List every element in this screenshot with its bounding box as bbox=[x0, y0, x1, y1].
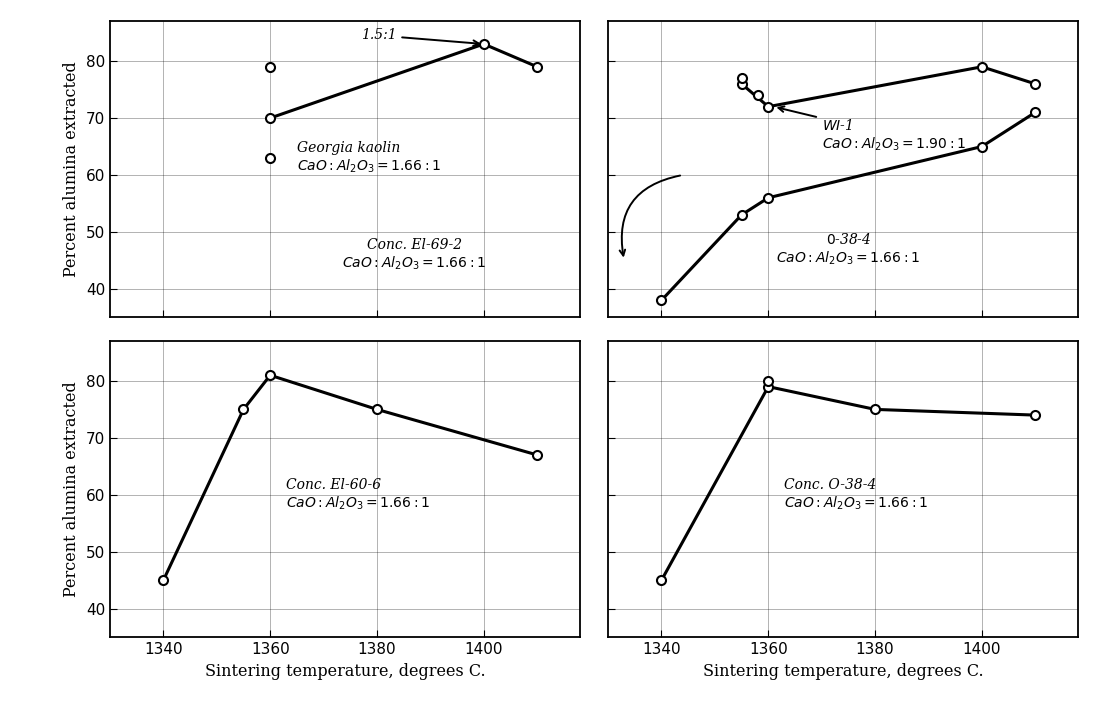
Y-axis label: Percent alumina extracted: Percent alumina extracted bbox=[63, 62, 80, 278]
Text: 1.5:1: 1.5:1 bbox=[361, 28, 478, 46]
Text: $0$-38-4
$CaO: Al_2O_3 = 1.66:1$: $0$-38-4 $CaO: Al_2O_3 = 1.66:1$ bbox=[777, 232, 921, 267]
Y-axis label: Percent alumina extracted: Percent alumina extracted bbox=[63, 381, 80, 597]
X-axis label: Sintering temperature, degrees C.: Sintering temperature, degrees C. bbox=[703, 663, 983, 680]
Text: Conc. El-69-2
$CaO: Al_2O_3 = 1.66:1$: Conc. El-69-2 $CaO: Al_2O_3 = 1.66:1$ bbox=[342, 238, 486, 272]
Text: Georgia kaolin
$CaO: Al_2O_3 = 1.66:1$: Georgia kaolin $CaO: Al_2O_3 = 1.66:1$ bbox=[297, 141, 441, 175]
Text: $WI$-1
$CaO: Al_2O_3 = 1.90:1$: $WI$-1 $CaO: Al_2O_3 = 1.90:1$ bbox=[779, 106, 966, 153]
Text: Conc. O-38-4
$CaO: Al_2O_3 = 1.66:1$: Conc. O-38-4 $CaO: Al_2O_3 = 1.66:1$ bbox=[784, 478, 928, 512]
X-axis label: Sintering temperature, degrees C.: Sintering temperature, degrees C. bbox=[205, 663, 485, 680]
Text: Conc. El-60-6
$CaO: Al_2O_3 = 1.66:1$: Conc. El-60-6 $CaO: Al_2O_3 = 1.66:1$ bbox=[286, 478, 430, 512]
